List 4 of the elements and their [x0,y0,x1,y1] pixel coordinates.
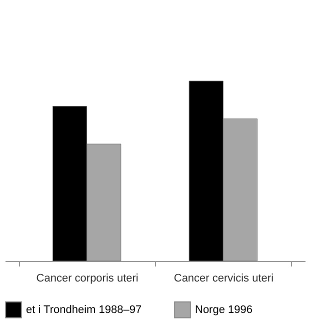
legend-label: Norge 1996 [195,304,252,316]
x-tick-label: Cancer cervicis uteri [174,272,274,284]
legend-label: et i Trondheim 1988–97 [26,304,142,316]
x-tick-label: Cancer corporis uteri [36,272,138,284]
